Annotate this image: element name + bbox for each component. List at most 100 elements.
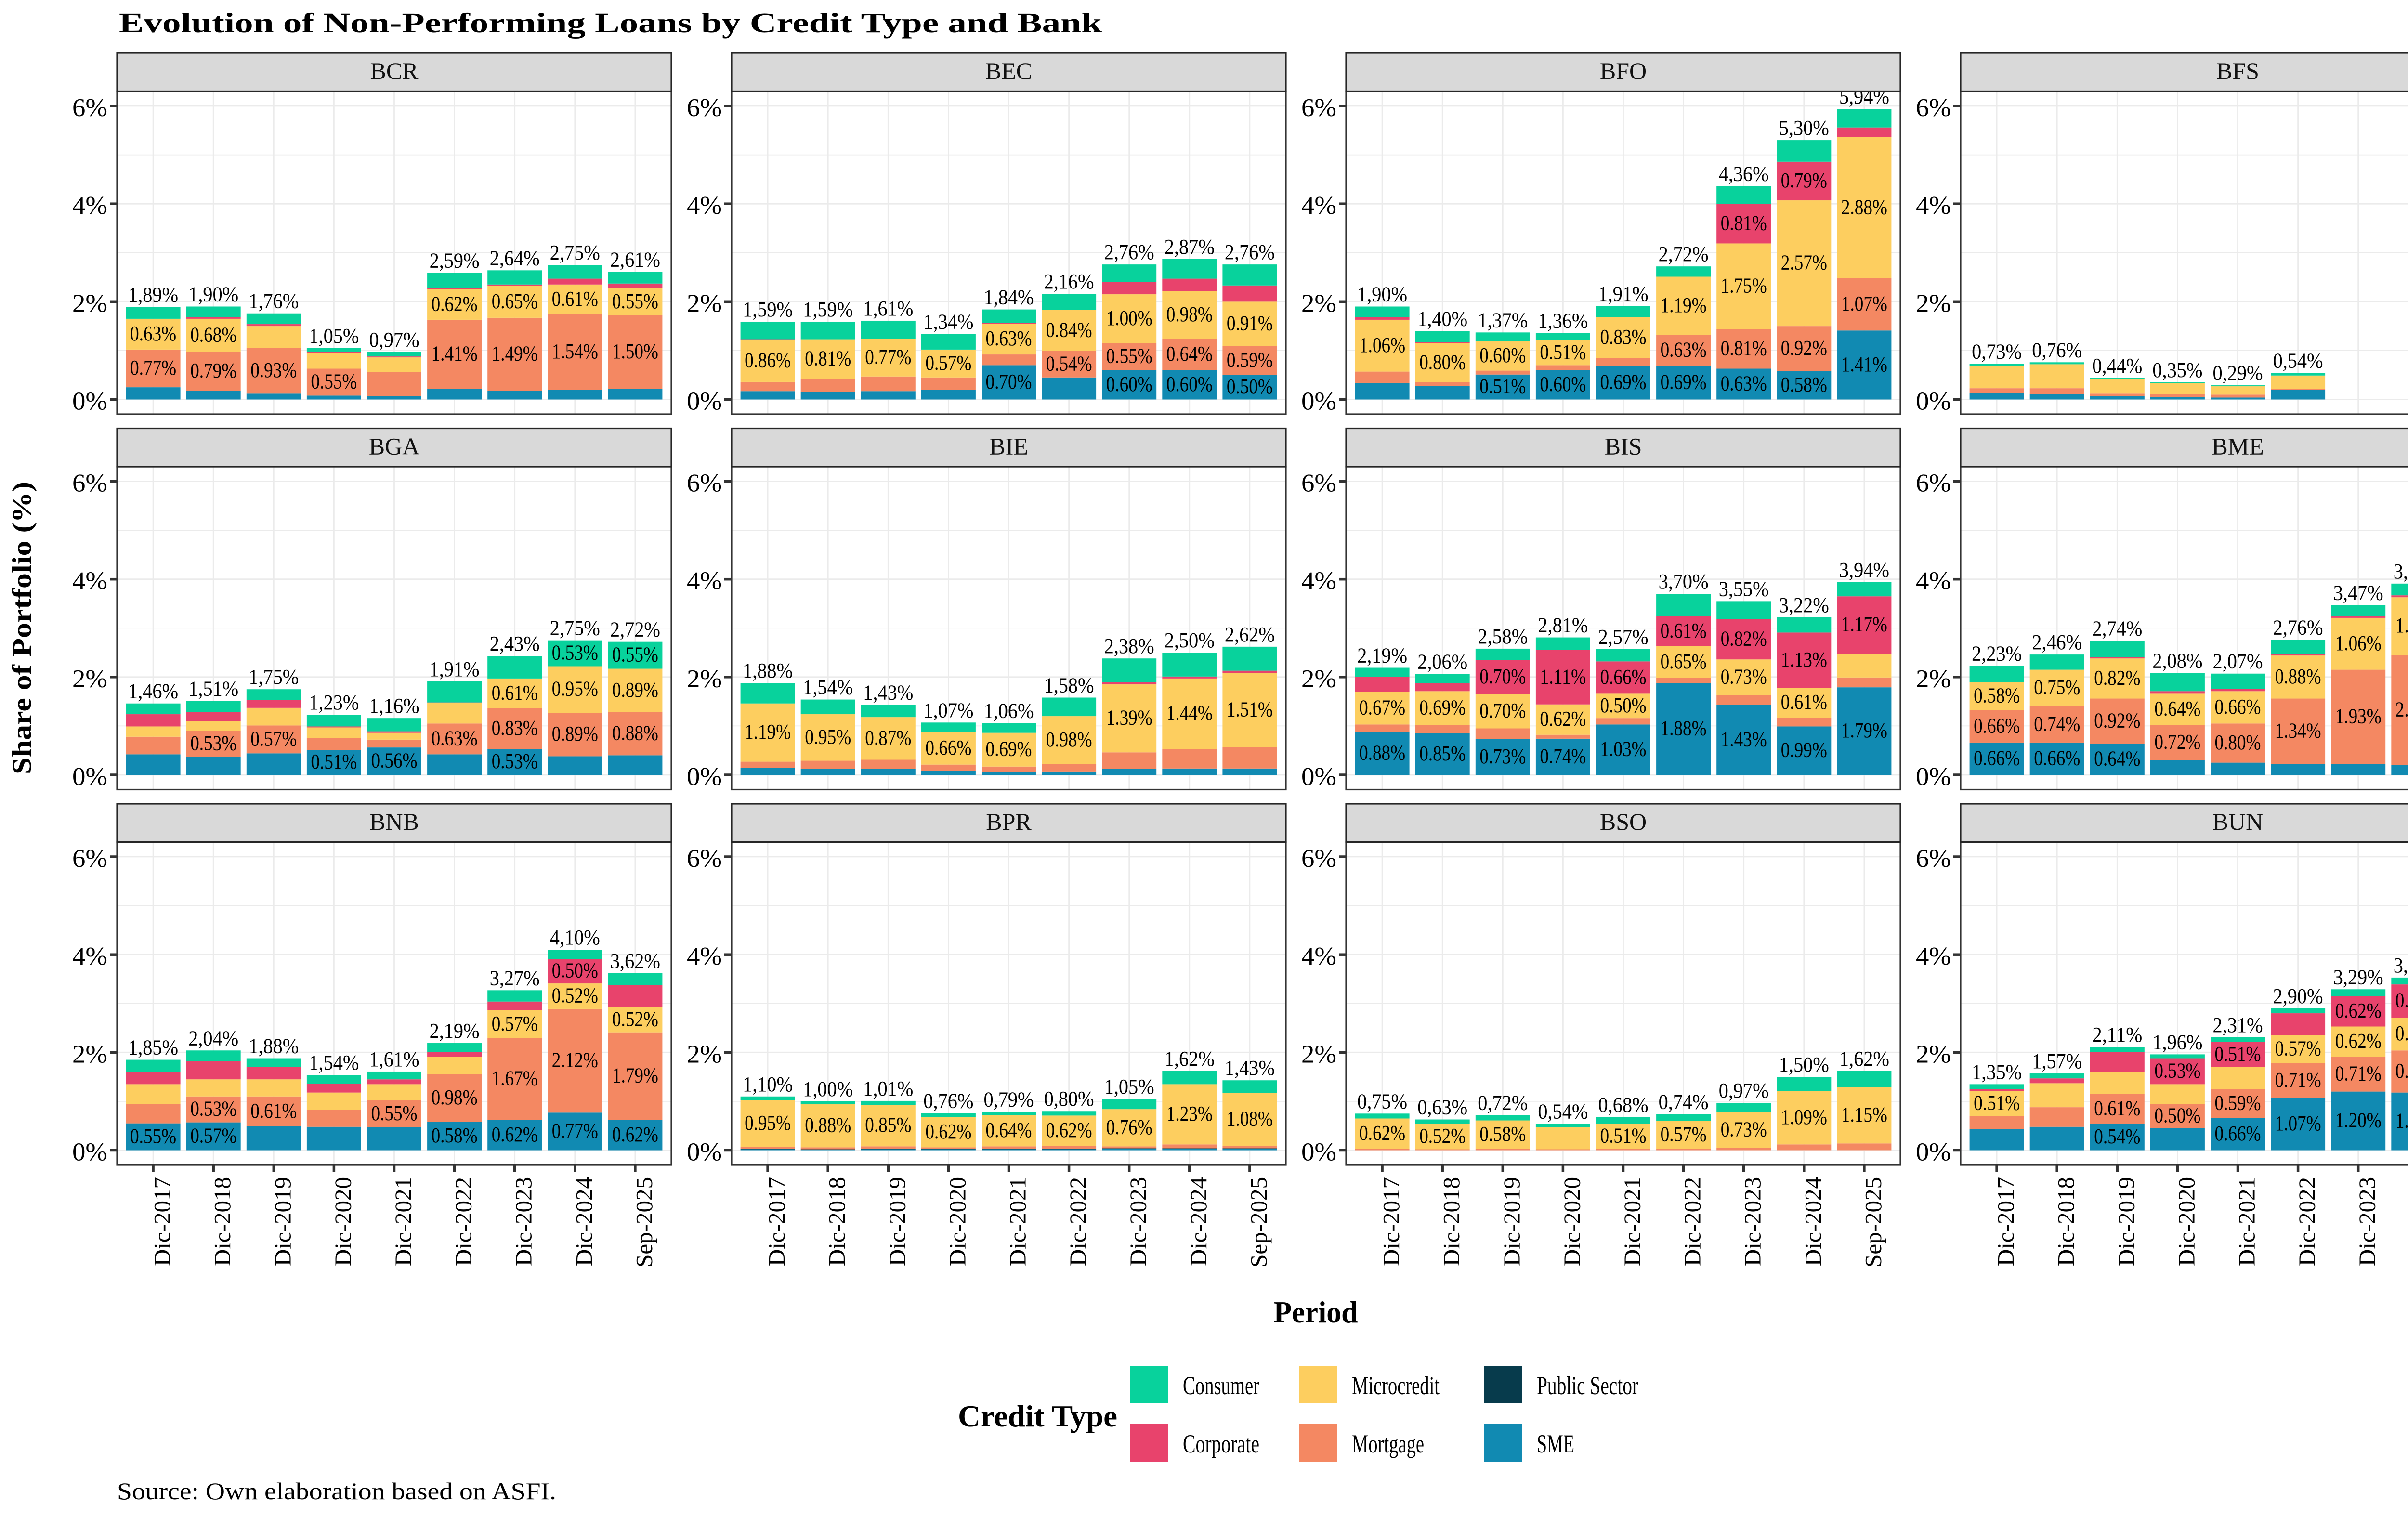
svg-text:0.51%: 0.51%	[2215, 1042, 2261, 1066]
svg-text:2,87%: 2,87%	[1165, 235, 1215, 259]
svg-text:0.61%: 0.61%	[492, 681, 538, 705]
svg-text:0.69%: 0.69%	[1661, 370, 1707, 394]
svg-text:Dic-2019: Dic-2019	[884, 1177, 910, 1266]
svg-text:1,84%: 1,84%	[984, 286, 1034, 309]
svg-text:0.66%: 0.66%	[1974, 746, 2020, 770]
svg-text:0.83%: 0.83%	[492, 716, 538, 740]
svg-text:1,46%: 1,46%	[128, 680, 178, 703]
svg-text:2%: 2%	[72, 1040, 107, 1068]
svg-text:0.62%: 0.62%	[1046, 1118, 1092, 1142]
svg-text:1,35%: 1,35%	[1972, 1060, 2022, 1084]
svg-text:1.79%: 1.79%	[1841, 719, 1887, 742]
svg-text:Dic-2019: Dic-2019	[2113, 1177, 2139, 1266]
svg-text:1,01%: 1,01%	[863, 1077, 913, 1100]
svg-text:0.60%: 0.60%	[1106, 372, 1152, 396]
svg-text:0.88%: 0.88%	[2275, 665, 2321, 688]
svg-text:0.66%: 0.66%	[2034, 746, 2080, 770]
svg-text:Corporate: Corporate	[1183, 1429, 1259, 1458]
svg-text:0.63%: 0.63%	[432, 726, 478, 750]
svg-text:0.79%: 0.79%	[1781, 169, 1827, 192]
svg-text:3,62%: 3,62%	[610, 949, 660, 973]
svg-text:Dic-2017: Dic-2017	[149, 1177, 175, 1266]
svg-text:Sep-2025: Sep-2025	[1860, 1177, 1886, 1268]
svg-text:0.73%: 0.73%	[1721, 1117, 1767, 1141]
svg-text:0.82%: 0.82%	[1721, 627, 1767, 651]
svg-text:0.57%: 0.57%	[190, 1124, 236, 1148]
svg-text:0%: 0%	[1301, 763, 1336, 791]
svg-text:2%: 2%	[1301, 289, 1336, 317]
svg-text:0.81%: 0.81%	[1721, 211, 1767, 235]
svg-text:3,70%: 3,70%	[1659, 570, 1709, 593]
svg-text:1.54%: 1.54%	[552, 340, 598, 363]
svg-text:0.54%: 0.54%	[2094, 1125, 2140, 1148]
svg-text:2,31%: 2,31%	[2213, 1013, 2263, 1037]
svg-text:1.07%: 1.07%	[2275, 1112, 2321, 1135]
svg-text:1,91%: 1,91%	[430, 657, 480, 681]
svg-text:1,00%: 1,00%	[803, 1077, 853, 1101]
svg-text:Share of Portfolio (%): Share of Portfolio (%)	[7, 482, 37, 774]
svg-text:0.65%: 0.65%	[492, 289, 538, 313]
svg-text:1,76%: 1,76%	[249, 289, 299, 313]
svg-text:0,79%: 0,79%	[984, 1087, 1034, 1111]
svg-text:1.41%: 1.41%	[432, 342, 478, 366]
svg-text:2%: 2%	[1301, 1040, 1336, 1068]
svg-text:1,50%: 1,50%	[1779, 1053, 1829, 1076]
svg-text:1.79%: 1.79%	[612, 1064, 658, 1087]
svg-text:0.56%: 0.56%	[371, 749, 418, 772]
svg-text:BSO: BSO	[1600, 808, 1647, 835]
svg-text:2%: 2%	[72, 665, 107, 693]
svg-text:Dic-2017: Dic-2017	[763, 1177, 790, 1266]
svg-text:BFS: BFS	[2216, 57, 2259, 84]
svg-text:1.44%: 1.44%	[1166, 701, 1213, 725]
svg-text:0.62%: 0.62%	[1359, 1121, 1405, 1145]
svg-text:1,40%: 1,40%	[1417, 307, 1467, 330]
svg-text:1.93%: 1.93%	[2335, 705, 2382, 728]
svg-text:1,58%: 1,58%	[1044, 674, 1094, 697]
svg-text:BFO: BFO	[1600, 57, 1647, 84]
svg-text:1,54%: 1,54%	[309, 1051, 359, 1074]
svg-text:0.66%: 0.66%	[2215, 695, 2261, 719]
svg-text:1,90%: 1,90%	[188, 283, 238, 306]
svg-text:3,47%: 3,47%	[2333, 581, 2383, 605]
svg-text:1.88%: 1.88%	[1661, 717, 1707, 740]
svg-text:0.57%: 0.57%	[925, 351, 971, 375]
svg-text:0.52%: 0.52%	[1419, 1124, 1466, 1148]
svg-text:Dic-2017: Dic-2017	[1378, 1177, 1404, 1266]
svg-text:1.75%: 1.75%	[1721, 274, 1767, 297]
svg-text:1,34%: 1,34%	[923, 310, 973, 333]
svg-text:1.13%: 1.13%	[1781, 648, 1827, 671]
svg-text:0.62%: 0.62%	[492, 1123, 538, 1146]
svg-text:1.03%: 1.03%	[1600, 737, 1647, 761]
svg-text:Dic-2017: Dic-2017	[1992, 1177, 2019, 1266]
svg-text:2,19%: 2,19%	[1357, 644, 1407, 667]
svg-text:6%: 6%	[687, 94, 722, 122]
svg-text:0.62%: 0.62%	[2335, 999, 2382, 1022]
svg-text:0.76%: 0.76%	[1106, 1115, 1152, 1139]
svg-text:0.52%: 0.52%	[612, 1007, 658, 1031]
svg-text:0.57%: 0.57%	[1661, 1123, 1707, 1146]
svg-text:0.50%: 0.50%	[552, 959, 598, 982]
svg-text:Credit Type: Credit Type	[958, 1399, 1117, 1433]
svg-text:4%: 4%	[1301, 942, 1336, 970]
svg-text:3,27%: 3,27%	[490, 966, 540, 990]
svg-text:0%: 0%	[687, 1138, 722, 1166]
svg-text:0.98%: 0.98%	[432, 1085, 478, 1109]
svg-text:0.85%: 0.85%	[865, 1113, 911, 1137]
svg-text:0.54%: 0.54%	[1046, 352, 1092, 375]
svg-text:BIS: BIS	[1605, 433, 1642, 460]
svg-text:Dic-2024: Dic-2024	[571, 1177, 597, 1266]
svg-text:2,46%: 2,46%	[2032, 630, 2082, 654]
svg-text:0.61%: 0.61%	[250, 1099, 297, 1123]
svg-text:Dic-2023: Dic-2023	[1740, 1177, 1766, 1266]
svg-text:Dic-2018: Dic-2018	[824, 1177, 850, 1266]
svg-text:0.68%: 0.68%	[190, 323, 236, 346]
svg-text:1,51%: 1,51%	[188, 677, 238, 701]
svg-text:0.51%: 0.51%	[1600, 1124, 1647, 1148]
svg-text:0.91%: 0.91%	[1227, 312, 1273, 335]
svg-text:0.98%: 0.98%	[1166, 302, 1213, 326]
svg-text:0.59%: 0.59%	[1227, 348, 1273, 372]
svg-text:1.09%: 1.09%	[1781, 1105, 1827, 1129]
svg-text:2,72%: 2,72%	[1659, 242, 1709, 266]
svg-text:0.61%: 0.61%	[2094, 1097, 2140, 1120]
svg-text:0.81%: 0.81%	[1721, 336, 1767, 360]
